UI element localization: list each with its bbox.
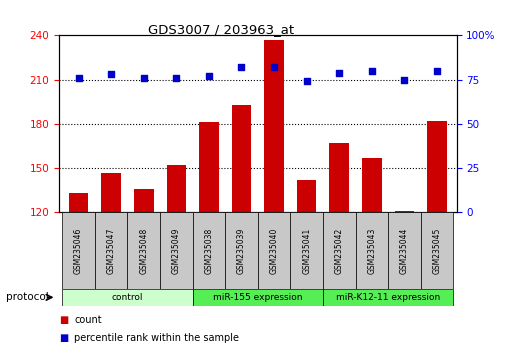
Point xyxy=(433,68,441,74)
Text: GSM235047: GSM235047 xyxy=(107,227,115,274)
Bar xyxy=(264,40,284,212)
Bar xyxy=(62,289,192,306)
Text: GSM235045: GSM235045 xyxy=(432,227,442,274)
Text: count: count xyxy=(74,315,102,325)
Bar xyxy=(192,212,225,289)
Bar xyxy=(232,105,251,212)
Text: GSM235042: GSM235042 xyxy=(335,227,344,274)
Bar xyxy=(102,172,121,212)
Text: GSM235038: GSM235038 xyxy=(204,227,213,274)
Point xyxy=(107,72,115,77)
Point xyxy=(368,68,376,74)
Bar xyxy=(362,158,382,212)
Text: miR-K12-11 expression: miR-K12-11 expression xyxy=(336,293,440,302)
Text: miR-155 expression: miR-155 expression xyxy=(213,293,303,302)
Text: protocol: protocol xyxy=(6,292,49,302)
Bar xyxy=(290,212,323,289)
Text: GSM235046: GSM235046 xyxy=(74,227,83,274)
Bar xyxy=(421,212,453,289)
Point xyxy=(74,75,83,81)
Bar xyxy=(323,289,453,306)
Point xyxy=(400,77,408,82)
Text: GSM235044: GSM235044 xyxy=(400,227,409,274)
Bar xyxy=(297,180,317,212)
Point xyxy=(140,75,148,81)
Text: ■: ■ xyxy=(59,333,68,343)
Bar xyxy=(167,165,186,212)
Text: GSM235041: GSM235041 xyxy=(302,227,311,274)
Bar xyxy=(323,212,356,289)
Text: control: control xyxy=(112,293,143,302)
Bar xyxy=(329,143,349,212)
Text: GSM235040: GSM235040 xyxy=(269,227,279,274)
Point xyxy=(205,73,213,79)
Bar xyxy=(134,189,153,212)
Text: GDS3007 / 203963_at: GDS3007 / 203963_at xyxy=(148,23,293,36)
Point xyxy=(172,75,181,81)
Bar xyxy=(427,121,447,212)
Text: GSM235049: GSM235049 xyxy=(172,227,181,274)
Text: GSM235048: GSM235048 xyxy=(139,227,148,274)
Bar xyxy=(95,212,127,289)
Bar xyxy=(388,212,421,289)
Text: ■: ■ xyxy=(59,315,68,325)
Point xyxy=(270,64,278,70)
Bar xyxy=(127,212,160,289)
Bar xyxy=(356,212,388,289)
Text: GSM235039: GSM235039 xyxy=(237,227,246,274)
Bar xyxy=(160,212,192,289)
Point xyxy=(335,70,343,75)
Point xyxy=(303,79,311,84)
Text: percentile rank within the sample: percentile rank within the sample xyxy=(74,333,240,343)
Bar xyxy=(258,212,290,289)
Bar xyxy=(225,212,258,289)
Bar xyxy=(199,122,219,212)
Bar xyxy=(394,211,414,212)
Bar xyxy=(69,193,88,212)
Point xyxy=(238,64,246,70)
Bar xyxy=(192,289,323,306)
Bar xyxy=(62,212,95,289)
Text: GSM235043: GSM235043 xyxy=(367,227,377,274)
